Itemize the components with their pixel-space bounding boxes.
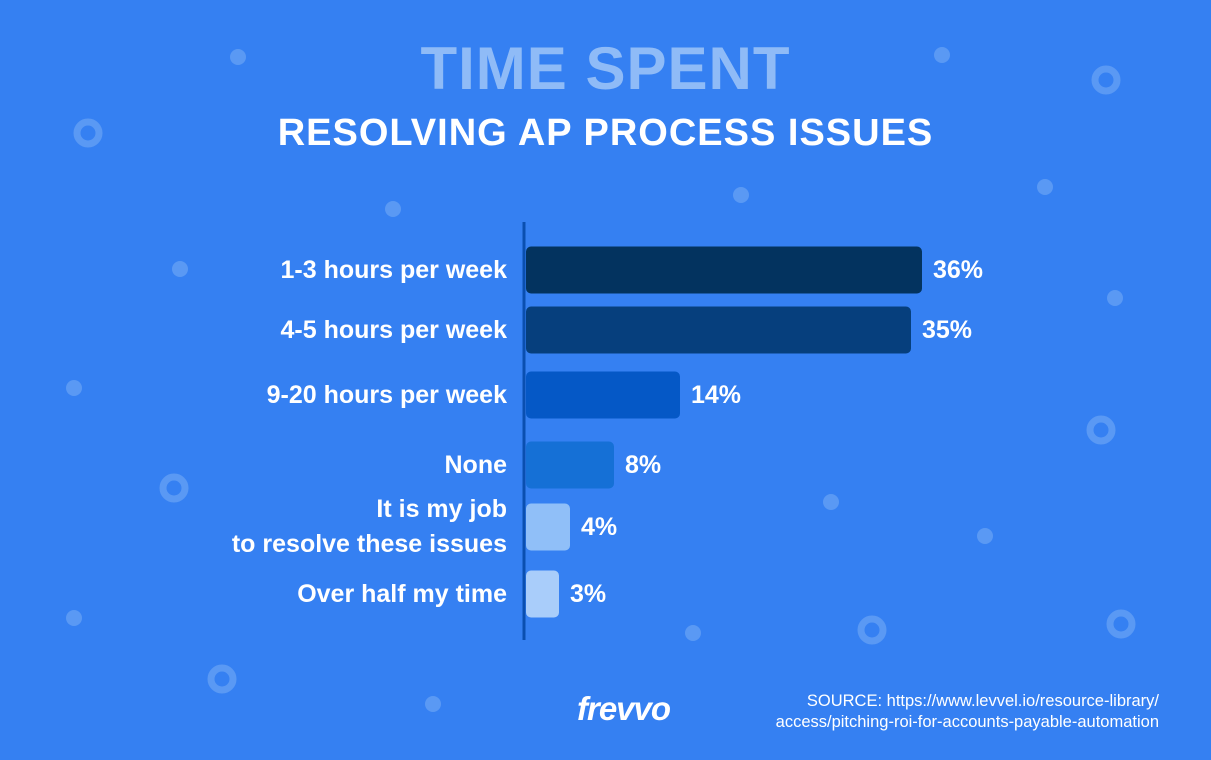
source-line-2: access/pitching-roi-for-accounts-payable… — [775, 713, 1159, 731]
source-line-1: SOURCE: https://www.levvel.io/resource-l… — [806, 692, 1159, 710]
value-label-3: 14% — [691, 381, 742, 409]
source-citation: SOURCE: https://www.levvel.io/resource-l… — [639, 691, 1159, 733]
bar-6 — [526, 570, 559, 618]
bar-1 — [526, 246, 922, 294]
bar-5 — [526, 503, 570, 551]
value-label-5: 4% — [581, 513, 618, 541]
bar-4 — [526, 441, 614, 489]
category-label-4: None — [444, 451, 508, 479]
value-label-4: 8% — [625, 451, 662, 479]
chart-subtitle: RESOLVING AP PROCESS ISSUES — [277, 112, 934, 154]
category-label-6: Over half my time — [297, 580, 507, 608]
bar-3 — [526, 371, 680, 419]
value-label-6: 3% — [570, 580, 607, 608]
category-label-2: 4-5 hours per week — [280, 316, 507, 344]
value-label-1: 36% — [933, 256, 984, 284]
category-label-3: 9-20 hours per week — [266, 381, 507, 409]
value-label-2: 35% — [922, 316, 973, 344]
category-label-5: It is my job to resolve these issues — [231, 495, 507, 558]
category-label-1: 1-3 hours per week — [280, 256, 507, 284]
bar-2 — [526, 306, 911, 354]
frevvo-logo: frevvo — [577, 690, 671, 727]
chart-title: TIME SPENT — [420, 35, 791, 102]
